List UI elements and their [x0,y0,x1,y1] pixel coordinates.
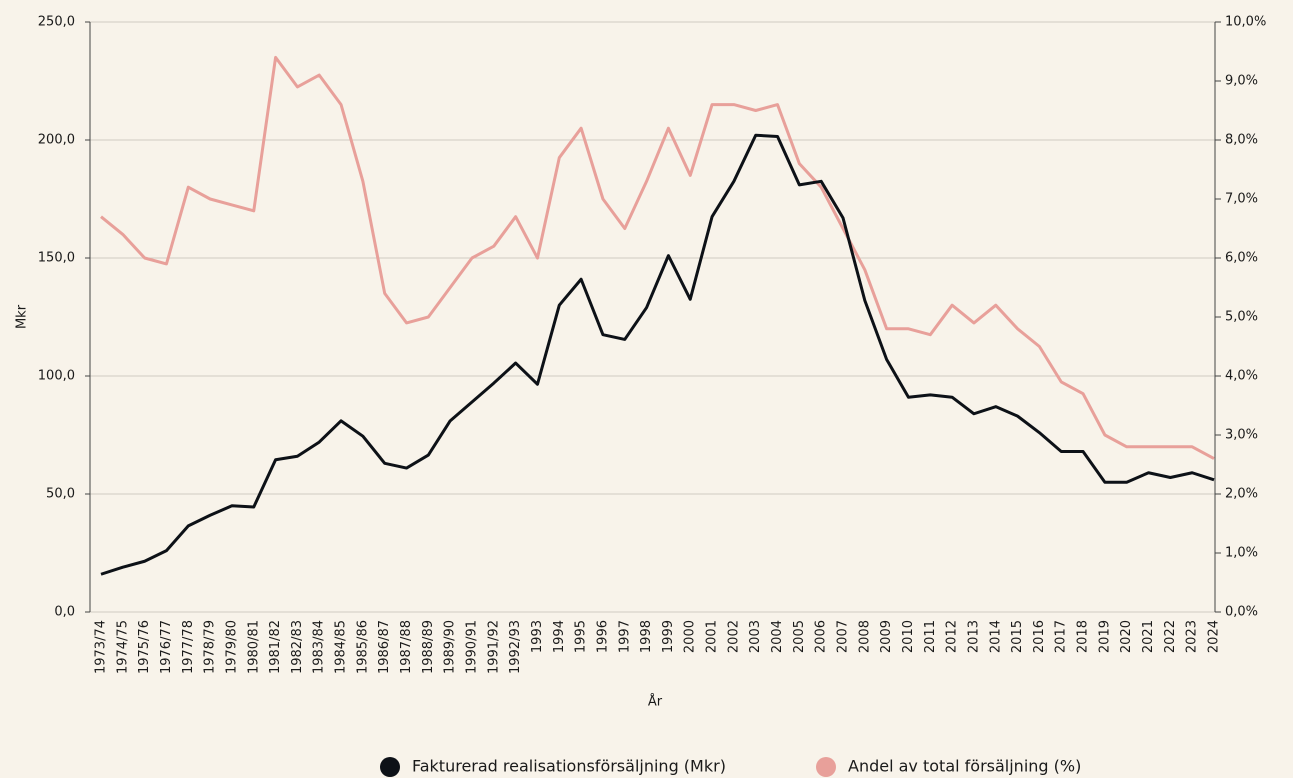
x-tick-label: 1983/84 [312,620,327,674]
x-tick-label: 2006 [814,620,829,653]
y-tick-label: 150,0 [38,251,75,266]
x-tick-label: 2019 [1097,620,1112,653]
series-line [100,133,1215,576]
y2-tick-label: 4,0% [1225,369,1258,384]
x-tick-label: 1989/90 [443,620,458,674]
y2-tick-label: 5,0% [1225,310,1258,325]
legend-label: Andel av total försäljning (%) [848,757,1081,776]
legend-swatch [380,757,400,777]
series-line [100,55,1215,460]
x-tick-label: 1987/88 [399,620,414,674]
x-tick-label: 2010 [901,620,916,653]
legend-label: Fakturerad realisationsförsäljning (Mkr) [412,757,726,776]
y-tick-label: 200,0 [38,133,75,148]
y-axis-label: Mkr [15,304,30,329]
x-tick-label: 1975/76 [137,620,152,674]
x-tick-label: 1978/79 [203,620,218,674]
x-tick-label: 1977/78 [181,620,196,674]
x-tick-label: 1985/86 [355,620,370,674]
y-tick-label: 250,0 [38,15,75,30]
x-tick-label: 2014 [988,620,1003,653]
x-tick-label: 2003 [748,620,763,653]
x-tick-label: 2021 [1141,620,1156,653]
y2-tick-label: 1,0% [1225,546,1258,561]
x-tick-label: 2004 [770,620,785,653]
y2-tick-label: 10,0% [1225,15,1266,30]
x-tick-label: 1992/93 [508,620,523,674]
x-tick-label: 1984/85 [334,620,349,674]
x-tick-label: 2011 [923,620,938,653]
y2-tick-label: 9,0% [1225,74,1258,89]
x-tick-label: 1986/87 [377,620,392,674]
x-tick-label: 1990/91 [465,620,480,674]
x-tick-label: 1982/83 [290,620,305,674]
x-tick-label: 2023 [1185,620,1200,653]
y2-tick-label: 7,0% [1225,192,1258,207]
x-tick-label: 1980/81 [246,620,261,674]
x-tick-label: 1994 [552,620,567,653]
x-tick-label: 2012 [945,620,960,653]
x-tick-label: 1998 [639,620,654,653]
x-tick-label: 2000 [683,620,698,653]
x-tick-label: 1981/82 [268,620,283,674]
x-tick-label: 2018 [1076,620,1091,653]
y2-tick-label: 2,0% [1225,487,1258,502]
x-tick-label: 1973/74 [94,620,109,674]
y2-tick-label: 0,0% [1225,605,1258,620]
x-tick-label: 1999 [661,620,676,653]
x-tick-label: 2002 [726,620,741,653]
x-tick-label: 2005 [792,620,807,653]
x-tick-label: 2007 [836,620,851,653]
legend-swatch [816,757,836,777]
x-tick-label: 2020 [1119,620,1134,653]
x-tick-label: 1995 [574,620,589,653]
x-tick-label: 2013 [966,620,981,653]
y2-tick-label: 6,0% [1225,251,1258,266]
x-tick-label: 1997 [617,620,632,653]
x-tick-label: 2009 [879,620,894,653]
y2-tick-label: 8,0% [1225,133,1258,148]
x-tick-label: 2016 [1032,620,1047,653]
x-tick-label: 1991/92 [486,620,501,674]
x-tick-label: 1993 [530,620,545,653]
y-tick-label: 100,0 [38,369,75,384]
x-tick-label: 2022 [1163,620,1178,653]
x-tick-label: 2024 [1207,620,1222,653]
y-tick-label: 50,0 [46,487,75,502]
x-tick-label: 1976/77 [159,620,174,674]
x-tick-label: 1996 [595,620,610,653]
x-tick-label: 2017 [1054,620,1069,653]
x-tick-label: 2015 [1010,620,1025,653]
x-tick-label: 1979/80 [224,620,239,674]
y2-tick-label: 3,0% [1225,428,1258,443]
x-tick-label: 1988/89 [421,620,436,674]
x-tick-label: 2008 [857,620,872,653]
x-tick-label: 1974/75 [115,620,130,674]
x-tick-label: 2001 [705,620,720,653]
x-axis-label: År [648,694,663,710]
y-tick-label: 0,0 [54,605,75,620]
